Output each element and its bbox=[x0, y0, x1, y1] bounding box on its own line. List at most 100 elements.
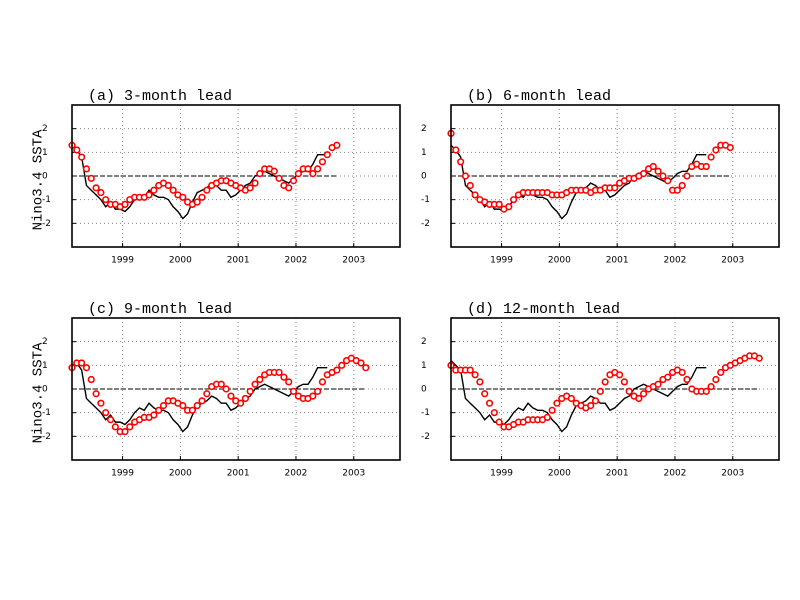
forecast-point bbox=[179, 193, 187, 201]
forecast-point bbox=[490, 409, 498, 417]
forecast-point bbox=[246, 387, 254, 395]
forecast-point bbox=[222, 385, 230, 393]
forecast-point bbox=[198, 193, 206, 201]
forecast-point bbox=[664, 373, 672, 381]
forecast-point bbox=[150, 411, 158, 419]
forecast-point bbox=[256, 375, 264, 384]
y-tick-label: -2 bbox=[421, 219, 430, 229]
forecast-point bbox=[193, 198, 201, 206]
x-tick-label: 2003 bbox=[721, 469, 744, 479]
forecast-point bbox=[78, 153, 86, 161]
y-tick-label: 0 bbox=[42, 385, 48, 395]
forecast-point bbox=[664, 177, 672, 185]
forecast-point bbox=[289, 177, 298, 185]
forecast-point bbox=[471, 371, 479, 379]
forecast-point bbox=[707, 153, 715, 161]
x-tick-label: 1999 bbox=[111, 469, 134, 479]
forecast-point bbox=[92, 390, 100, 398]
forecast-point bbox=[309, 392, 317, 400]
forecast-point bbox=[251, 179, 259, 187]
forecast-point bbox=[640, 170, 648, 178]
y-tick-label: 1 bbox=[421, 361, 427, 371]
forecast-point bbox=[82, 364, 91, 372]
observed-line bbox=[71, 144, 328, 220]
forecast-point bbox=[155, 406, 163, 414]
forecast-point bbox=[294, 170, 302, 178]
forecast-point bbox=[314, 165, 322, 173]
forecast-point bbox=[309, 170, 317, 178]
y-tick-label: -1 bbox=[42, 195, 51, 205]
y-tick-label: 2 bbox=[42, 124, 48, 134]
plot-frame bbox=[450, 317, 780, 461]
x-tick-label: 2001 bbox=[606, 469, 629, 479]
forecast-point bbox=[164, 181, 172, 190]
forecast-point bbox=[635, 394, 643, 403]
forecast-point bbox=[476, 378, 484, 386]
y-tick-label: -1 bbox=[42, 408, 51, 418]
panel: (b) 6-month lead -2 -1 0 1 2 1999 2000 2001 2002 2… bbox=[421, 88, 780, 266]
y-tick-label: -2 bbox=[421, 432, 430, 442]
y-axis-label: Nino3.4 SSTA bbox=[31, 129, 47, 230]
forecast-point bbox=[553, 399, 561, 407]
forecast-point bbox=[145, 191, 153, 199]
forecast-point bbox=[106, 416, 115, 424]
forecast-point bbox=[159, 401, 168, 410]
forecast-point bbox=[683, 375, 691, 384]
y-tick-label: 2 bbox=[421, 124, 427, 134]
forecast-point bbox=[611, 184, 619, 192]
y-tick-label: 0 bbox=[421, 172, 427, 182]
forecast-point bbox=[333, 366, 341, 374]
forecast-point bbox=[654, 167, 662, 175]
forecast-point bbox=[495, 418, 503, 426]
forecast-point bbox=[466, 366, 474, 374]
forecast-point bbox=[596, 387, 604, 395]
forecast-point bbox=[227, 392, 235, 400]
panel-title: (c) 9-month lead bbox=[88, 301, 232, 318]
x-tick-label: 2000 bbox=[548, 469, 571, 479]
y-tick-label: 0 bbox=[421, 385, 427, 395]
forecast-point bbox=[505, 203, 513, 211]
forecast-point bbox=[203, 390, 211, 398]
panel-title: (b) 6-month lead bbox=[467, 88, 611, 105]
forecast-point bbox=[193, 401, 201, 410]
x-tick-label: 2003 bbox=[342, 469, 365, 479]
forecast-point bbox=[280, 373, 288, 381]
y-tick-label: -2 bbox=[42, 219, 51, 229]
forecast-point bbox=[702, 162, 710, 171]
forecast-point bbox=[318, 158, 327, 166]
x-tick-label: 1999 bbox=[111, 256, 134, 266]
plot-frame bbox=[71, 317, 401, 461]
forecast-point bbox=[338, 361, 346, 369]
y-axis-label: Nino3.4 SSTA bbox=[31, 342, 47, 443]
x-tick-label: 2001 bbox=[227, 256, 250, 266]
forecast-point bbox=[92, 184, 100, 192]
forecast-point bbox=[150, 186, 158, 194]
forecast-point bbox=[198, 397, 206, 405]
forecast-point bbox=[683, 172, 691, 180]
forecast-point bbox=[82, 165, 91, 173]
forecast-point bbox=[543, 413, 551, 422]
observed-line bbox=[450, 360, 707, 433]
y-tick-label: -1 bbox=[421, 195, 430, 205]
forecast-point bbox=[270, 167, 278, 175]
forecast-point bbox=[591, 397, 600, 405]
panel: (d) 12-month lead -2 -1 0 1 2 1999 2000 2001 2002… bbox=[421, 301, 780, 479]
x-tick-label: 1999 bbox=[490, 256, 513, 266]
panel: (a) 3-month lead Nino3.4 SSTA-2 -1 0 1 2 1999 2… bbox=[31, 88, 401, 266]
forecast-point bbox=[241, 394, 249, 403]
forecast-point bbox=[111, 423, 119, 431]
forecast-point bbox=[78, 359, 86, 367]
x-tick-label: 1999 bbox=[490, 469, 513, 479]
forecast-point bbox=[102, 196, 110, 204]
panel: (c) 9-month lead Nino3.4 SSTA-2 -1 0 1 2 1999 2… bbox=[31, 301, 401, 479]
forecast-point bbox=[357, 359, 365, 367]
forecast-point bbox=[275, 174, 283, 182]
forecast-point bbox=[203, 186, 211, 194]
forecast-point bbox=[712, 146, 720, 154]
x-tick-label: 2002 bbox=[664, 256, 687, 266]
forecast-point bbox=[678, 181, 686, 190]
y-tick-label: 2 bbox=[421, 337, 427, 347]
forecast-point bbox=[509, 196, 518, 204]
forecast-point bbox=[73, 146, 81, 154]
